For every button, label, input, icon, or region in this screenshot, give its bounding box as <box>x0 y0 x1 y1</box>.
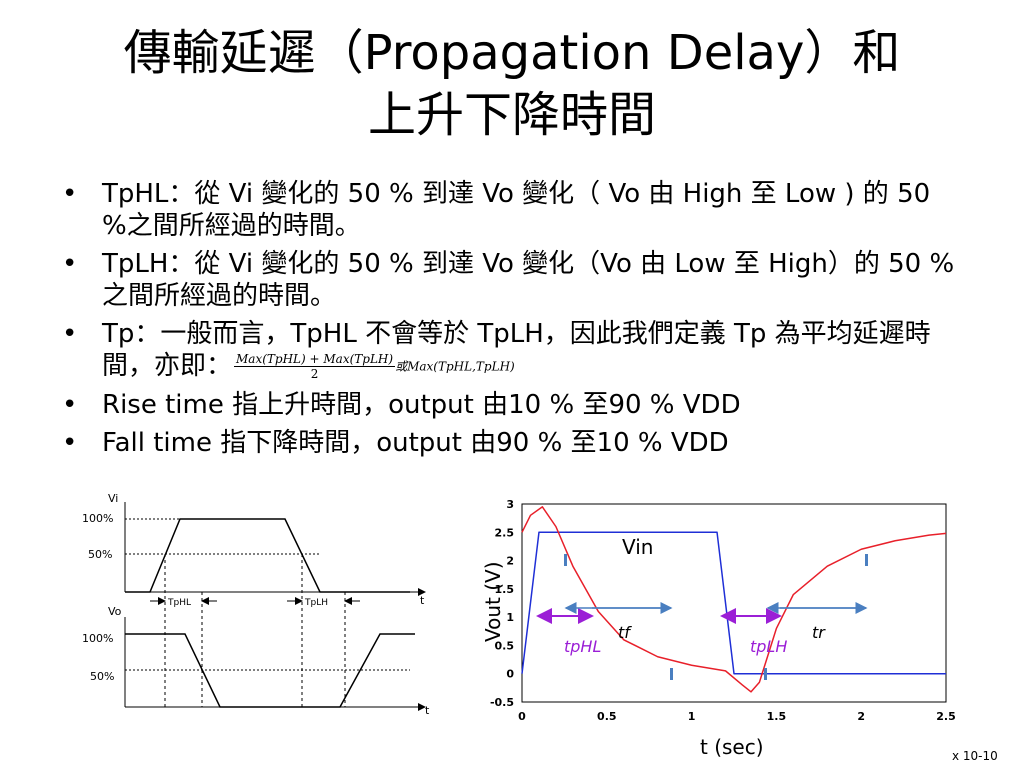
bullet-rise-time: Rise time 指上升時間，output 由10 % 至90 % VDD <box>60 389 960 421</box>
scale-label: x 10-10 <box>952 749 998 763</box>
vout-series-line <box>521 506 947 693</box>
bullet-text: Tp：一般而言，TpHL 不會等於 TpLH，因此我們定義 Tp 為平均延遲時間… <box>102 319 931 381</box>
bullet-tplh: TpLH：從 Vi 變化的 50 % 到達 Vo 變化（Vo 由 Low 至 H… <box>60 248 960 312</box>
y-tick-label: 1 <box>506 611 514 624</box>
annotation-markers <box>536 554 868 680</box>
bullet-text: Rise time 指上升時間，output 由10 % 至90 % VDD <box>102 389 741 420</box>
y-tick-label: 3 <box>506 498 514 511</box>
x-tick-label: 0 <box>518 710 526 723</box>
plot-frame <box>521 503 947 703</box>
tp-formula: Max(TpHL) + Max(TpLH) 2 <box>234 352 396 381</box>
vo-label: Vo <box>108 605 122 618</box>
vi-100-label: 100% <box>82 512 113 525</box>
tphl-label: TpHL <box>167 598 191 608</box>
t-label-bottom: t <box>425 704 430 717</box>
bullet-text: TpLH：從 Vi 變化的 50 % 到達 Vo 變化（Vo 由 Low 至 H… <box>102 249 955 311</box>
tr-annotation: tr <box>812 623 826 642</box>
y-tick-label: 2.5 <box>495 526 515 539</box>
bullet-tp: Tp：一般而言，TpHL 不會等於 TpLH，因此我們定義 Tp 為平均延遲時間… <box>60 318 960 383</box>
y-axis-label: Vout (V) <box>481 561 505 642</box>
y-tick-label: 0 <box>506 668 514 681</box>
x-tick-label: 2 <box>857 710 865 723</box>
vin-series-line <box>521 531 946 675</box>
y-tick-label: -0.5 <box>490 696 514 709</box>
tplh-annotation: tpLH <box>750 637 787 656</box>
bullet-text: TpHL：從 Vi 變化的 50 % 到達 Vo 變化（ Vo 由 High 至… <box>102 179 931 241</box>
x-tick-label: 2.5 <box>936 710 956 723</box>
timing-diagram: Vi 100% 50% t TpHL TpLH Vo 100% 50% t <box>82 492 430 717</box>
vo-100-label: 100% <box>82 632 113 645</box>
x-tick-label: 0.5 <box>597 710 617 723</box>
y-tick-label: 2 <box>506 555 514 568</box>
vi-label: Vi <box>108 492 118 505</box>
x-tick-label: 1 <box>688 710 696 723</box>
tphl-annotation: tpHL <box>564 637 601 656</box>
formula-denominator: 2 <box>310 367 319 381</box>
y-tick-label: 0.5 <box>495 639 515 652</box>
tf-annotation: tf <box>618 623 632 642</box>
formula-numerator: Max(TpHL) + Max(TpLH) <box>234 352 396 367</box>
t-label-top: t <box>420 594 425 607</box>
vin-label: Vin <box>622 535 653 559</box>
title-line-1: 傳輸延遲（Propagation Delay）和 <box>123 25 901 81</box>
tplh-label: TpLH <box>304 598 328 608</box>
waveform-chart: 32.521.510.50-0.5 0 0.5 1 1.5 2 2.5 Vout (V) … <box>481 498 998 763</box>
bullet-tphl: TpHL：從 Vi 變化的 50 % 到達 Vo 變化（ Vo 由 High 至… <box>60 178 960 242</box>
title-line-2: 上升下降時間 <box>367 87 656 143</box>
vo-50-label: 50% <box>90 670 114 683</box>
formula-alternative: 或Max(TpHL,TpLH) <box>395 359 515 374</box>
x-tick-label: 1.5 <box>767 710 787 723</box>
y-tick-label: 1.5 <box>495 583 515 596</box>
x-axis-label: t (sec) <box>700 735 764 759</box>
slide-title: 傳輸延遲（Propagation Delay）和 上升下降時間 <box>0 22 1024 146</box>
vi-waveform <box>125 518 410 593</box>
bullet-text: Fall time 指下降時間，output 由90 % 至10 % VDD <box>102 427 729 458</box>
bullet-list: TpHL：從 Vi 變化的 50 % 到達 Vo 變化（ Vo 由 High 至… <box>60 178 960 465</box>
vi-50-label: 50% <box>88 548 112 561</box>
bullet-fall-time: Fall time 指下降時間，output 由90 % 至10 % VDD <box>60 427 960 459</box>
